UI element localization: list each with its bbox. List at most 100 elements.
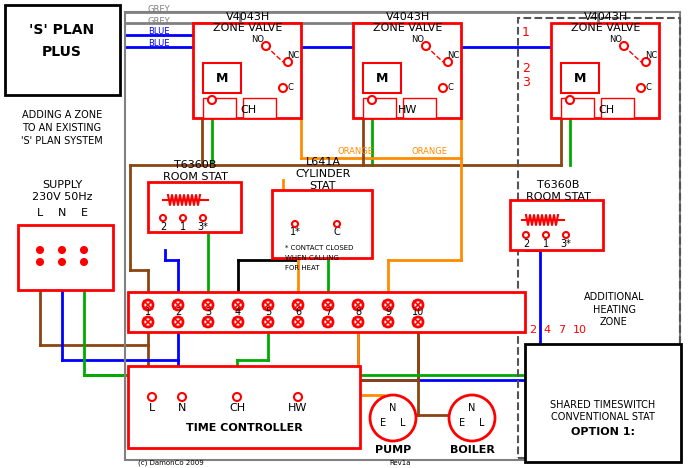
Text: L: L [400, 418, 406, 428]
Text: L641A: L641A [306, 157, 340, 167]
Text: WHEN CALLING: WHEN CALLING [285, 255, 339, 261]
Text: N: N [469, 403, 475, 413]
Circle shape [422, 42, 430, 50]
Circle shape [203, 300, 213, 310]
Circle shape [563, 232, 569, 238]
Circle shape [233, 300, 243, 310]
Text: GREY: GREY [148, 16, 170, 25]
Text: 1: 1 [522, 27, 530, 39]
Circle shape [368, 96, 376, 104]
Circle shape [370, 395, 416, 441]
Text: 7: 7 [325, 307, 331, 317]
Circle shape [59, 259, 65, 265]
Text: ADDITIONAL: ADDITIONAL [584, 292, 644, 302]
Text: 'S' PLAN SYSTEM: 'S' PLAN SYSTEM [21, 136, 103, 146]
Circle shape [294, 393, 302, 401]
Bar [203, 98, 236, 118]
Circle shape [449, 395, 495, 441]
Circle shape [233, 317, 243, 327]
Text: E: E [459, 418, 465, 428]
Circle shape [334, 221, 340, 227]
Circle shape [233, 393, 241, 401]
Circle shape [143, 300, 153, 310]
Text: ORANGE: ORANGE [412, 147, 448, 156]
Text: (c) DamonCo 2009: (c) DamonCo 2009 [138, 460, 204, 466]
Circle shape [148, 393, 156, 401]
Circle shape [160, 215, 166, 221]
Text: 1: 1 [543, 239, 549, 249]
Bar [363, 63, 401, 93]
Circle shape [353, 300, 363, 310]
Text: C: C [645, 82, 651, 92]
Circle shape [353, 317, 363, 327]
Circle shape [642, 58, 650, 66]
Circle shape [293, 317, 303, 327]
Circle shape [323, 300, 333, 310]
Text: 4: 4 [235, 307, 241, 317]
Text: N: N [178, 403, 186, 413]
Text: E: E [380, 418, 386, 428]
Text: C: C [447, 82, 453, 92]
Text: E: E [81, 208, 88, 218]
Text: 3: 3 [522, 76, 530, 89]
Text: C: C [334, 227, 340, 237]
Text: CYLINDER: CYLINDER [295, 169, 351, 179]
Text: 2: 2 [175, 307, 181, 317]
Text: V4043H: V4043H [386, 12, 430, 22]
Text: BLUE: BLUE [148, 28, 170, 37]
Text: CH: CH [598, 105, 614, 115]
Circle shape [383, 300, 393, 310]
Circle shape [81, 247, 87, 253]
Text: ROOM STAT: ROOM STAT [163, 172, 228, 182]
Text: 3*: 3* [560, 239, 571, 249]
Circle shape [413, 317, 423, 327]
Circle shape [523, 232, 529, 238]
Circle shape [383, 317, 393, 327]
Text: NO: NO [251, 36, 264, 44]
Text: L: L [37, 208, 43, 218]
Text: HW: HW [288, 403, 308, 413]
Circle shape [263, 300, 273, 310]
Text: 'S' PLAN: 'S' PLAN [30, 23, 95, 37]
Text: SUPPLY: SUPPLY [42, 180, 82, 190]
Text: 230V 50Hz: 230V 50Hz [32, 192, 92, 202]
Text: HW: HW [398, 105, 417, 115]
Text: * CONTACT CLOSED: * CONTACT CLOSED [285, 245, 353, 251]
Bar [561, 98, 594, 118]
Circle shape [180, 215, 186, 221]
Circle shape [208, 96, 216, 104]
Bar [128, 292, 525, 332]
Circle shape [279, 84, 287, 92]
Circle shape [292, 221, 298, 227]
Bar [525, 344, 681, 462]
Bar [510, 200, 603, 250]
Bar [148, 182, 241, 232]
Text: ADDING A ZONE: ADDING A ZONE [22, 110, 102, 120]
Text: ROOM STAT: ROOM STAT [526, 192, 591, 202]
Text: NO: NO [411, 36, 424, 44]
Text: N: N [389, 403, 397, 413]
Bar [5, 5, 120, 95]
Text: BLUE: BLUE [148, 39, 170, 49]
Text: M: M [376, 72, 388, 85]
Text: 10: 10 [573, 325, 587, 335]
Text: OPTION 1:: OPTION 1: [571, 427, 635, 437]
Text: 10: 10 [412, 307, 424, 317]
Circle shape [37, 259, 43, 265]
Circle shape [143, 317, 153, 327]
Circle shape [284, 58, 292, 66]
Text: ZONE VALVE: ZONE VALVE [213, 23, 283, 33]
Text: PUMP: PUMP [375, 445, 411, 455]
Circle shape [413, 300, 423, 310]
Text: NO: NO [609, 36, 622, 44]
Text: 2: 2 [529, 325, 537, 335]
Bar [125, 12, 680, 460]
Text: V4043H: V4043H [584, 12, 628, 22]
Bar [403, 98, 436, 118]
Text: 8: 8 [355, 307, 361, 317]
Text: 1: 1 [145, 307, 151, 317]
Text: ORANGE: ORANGE [337, 147, 373, 156]
Circle shape [173, 300, 183, 310]
Text: ZONE VALVE: ZONE VALVE [373, 23, 443, 33]
Circle shape [200, 215, 206, 221]
